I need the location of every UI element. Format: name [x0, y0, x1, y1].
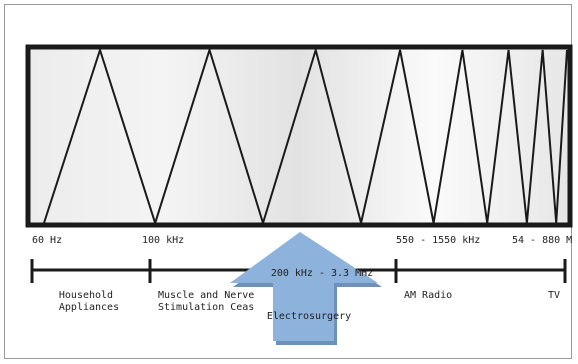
electrosurgery-range: 200 kHz - 3.3 MHz	[271, 268, 373, 279]
spectrum-band-border	[25, 44, 573, 228]
electrosurgery-arrow	[230, 232, 382, 345]
label-am-range: 550 - 1550 kHz	[396, 235, 480, 246]
frequency-wave	[43, 46, 568, 227]
category-am-radio: AM Radio	[404, 290, 452, 301]
spectrum-band	[28, 47, 570, 225]
label-tv-range: 54 - 880 M	[512, 235, 572, 246]
label-100khz: 100 kHz	[142, 235, 184, 246]
category-muscle-nerve: Muscle and Nerve Stimulation Ceas	[158, 290, 260, 313]
wave-line	[43, 46, 568, 227]
label-60hz: 60 Hz	[32, 235, 62, 246]
category-household: Household Appliances	[59, 290, 119, 313]
arrow-body	[230, 232, 378, 341]
category-tv: TV	[548, 290, 560, 301]
electrosurgery-label: Electrosurgery	[267, 311, 351, 322]
